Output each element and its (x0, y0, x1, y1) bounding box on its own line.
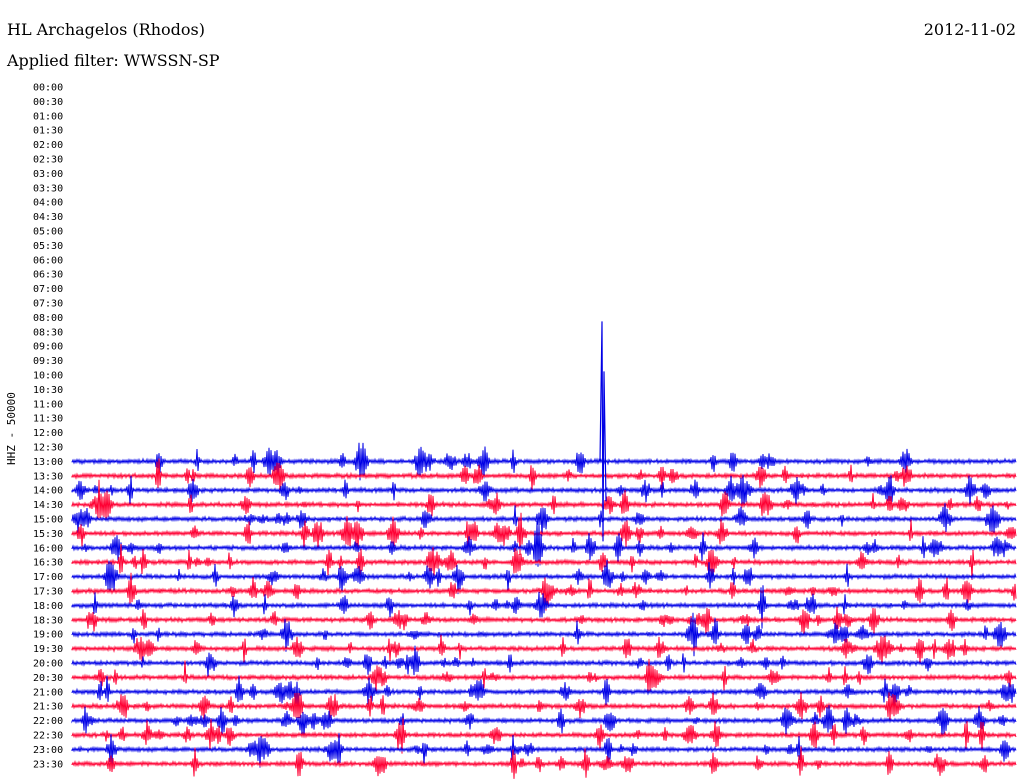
time-tick-2330: 23:30 (33, 759, 63, 770)
time-tick-1530: 15:30 (33, 529, 63, 540)
time-tick-1500: 15:00 (33, 515, 63, 526)
trace-2130 (71, 692, 1017, 721)
time-tick-0900: 09:00 (33, 342, 63, 353)
time-tick-1830: 18:30 (33, 615, 63, 626)
time-tick-0730: 07:30 (33, 299, 63, 310)
trace-1330 (71, 458, 1017, 491)
time-tick-0800: 08:00 (33, 313, 63, 324)
time-tick-1900: 19:00 (33, 630, 63, 641)
time-tick-2300: 23:00 (33, 745, 63, 756)
time-tick-1330: 13:30 (33, 471, 63, 482)
time-tick-0830: 08:30 (33, 327, 63, 338)
time-tick-1630: 16:30 (33, 558, 63, 569)
time-tick-1130: 11:30 (33, 414, 63, 425)
time-tick-1430: 14:30 (33, 500, 63, 511)
trace-1830 (71, 606, 1017, 636)
time-tick-1000: 10:00 (33, 371, 63, 382)
station-title: HL Archagelos (Rhodos) (7, 20, 205, 39)
time-tick-0430: 04:30 (33, 212, 63, 223)
time-tick-2100: 21:00 (33, 687, 63, 698)
time-tick-0700: 07:00 (33, 284, 63, 295)
y-axis-label: HHZ - 50000 (5, 392, 18, 465)
time-tick-0230: 02:30 (33, 155, 63, 166)
time-tick-0500: 05:00 (33, 227, 63, 238)
trace-1930 (71, 634, 1017, 665)
trace-1300 (71, 442, 1017, 481)
filter-label: Applied filter: WWSSN-SP (7, 51, 220, 70)
time-tick-1800: 18:00 (33, 601, 63, 612)
time-tick-1230: 12:30 (33, 443, 63, 454)
date-label: 2012-11-02 (923, 20, 1016, 39)
trace-2330 (71, 746, 1017, 779)
time-tick-0930: 09:30 (33, 356, 63, 367)
event-spike (599, 321, 607, 542)
time-tick-1200: 12:00 (33, 428, 63, 439)
trace-1630 (71, 543, 1017, 580)
trace-1530 (71, 512, 1017, 555)
time-tick-1730: 17:30 (33, 587, 63, 598)
trace-1430 (71, 479, 1017, 519)
time-tick-2030: 20:30 (33, 673, 63, 684)
time-tick-2130: 21:30 (33, 702, 63, 713)
time-tick-0300: 03:00 (33, 169, 63, 180)
trace-1900 (71, 612, 1017, 657)
time-tick-0000: 00:00 (33, 83, 63, 94)
trace-1600 (71, 521, 1017, 567)
trace-1400 (71, 474, 1017, 508)
trace-1730 (71, 572, 1017, 611)
trace-2230 (71, 718, 1017, 754)
time-tick-1930: 19:30 (33, 644, 63, 655)
time-tick-1100: 11:00 (33, 399, 63, 410)
trace-2300 (71, 733, 1017, 768)
trace-2000 (71, 645, 1017, 678)
trace-2030 (71, 658, 1017, 693)
time-tick-2230: 22:30 (33, 731, 63, 742)
trace-2100 (71, 675, 1017, 707)
trace-1800 (71, 585, 1017, 629)
time-axis: 00:00 00:30 01:00 01:30 02:00 02:30 03:00 03:30… (33, 83, 63, 771)
time-tick-1700: 17:00 (33, 572, 63, 583)
time-tick-1600: 16:00 (33, 543, 63, 554)
traces (71, 321, 1017, 779)
time-tick-0100: 01:00 (33, 111, 63, 122)
time-tick-0400: 04:00 (33, 198, 63, 209)
time-tick-0130: 01:30 (33, 126, 63, 137)
trace-1700 (71, 559, 1017, 595)
time-tick-2000: 20:00 (33, 659, 63, 670)
time-tick-0530: 05:30 (33, 241, 63, 252)
time-tick-1300: 13:00 (33, 457, 63, 468)
time-tick-0630: 06:30 (33, 270, 63, 281)
time-tick-0330: 03:30 (33, 183, 63, 194)
time-tick-2200: 22:00 (33, 716, 63, 727)
trace-2200 (71, 705, 1017, 738)
time-tick-0200: 02:00 (33, 140, 63, 151)
time-tick-1400: 14:00 (33, 486, 63, 497)
time-tick-1030: 10:30 (33, 385, 63, 396)
time-tick-0030: 00:30 (33, 97, 63, 108)
time-tick-0600: 06:00 (33, 255, 63, 266)
trace-1500 (71, 503, 1017, 537)
